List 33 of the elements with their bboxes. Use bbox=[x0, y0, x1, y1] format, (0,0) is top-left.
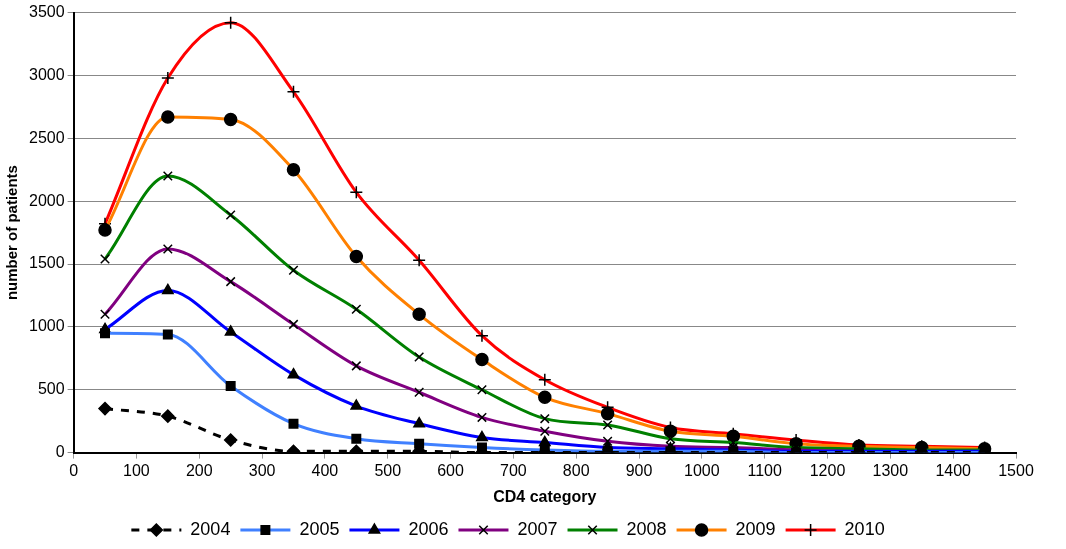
x-axis-title: CD4 category bbox=[493, 487, 597, 505]
x-tick-label: 600 bbox=[437, 461, 464, 479]
legend-label: 2008 bbox=[626, 518, 667, 539]
x-tick-label: 1100 bbox=[747, 461, 782, 479]
x-tick-label: 300 bbox=[248, 461, 276, 479]
y-axis-title: number of patients bbox=[3, 165, 21, 301]
x-tick-label: 1400 bbox=[935, 461, 972, 479]
x-tick-label: 200 bbox=[185, 461, 213, 479]
legend-label: 2005 bbox=[299, 518, 340, 539]
x-tick-label: 800 bbox=[562, 461, 590, 479]
x-tick-label: 400 bbox=[311, 461, 339, 479]
x-tick-label: 900 bbox=[625, 461, 653, 479]
x-tick-label: 1300 bbox=[872, 461, 909, 479]
y-tick-label: 1500 bbox=[29, 254, 65, 272]
x-tick-label: 500 bbox=[374, 461, 402, 479]
y-tick-label: 500 bbox=[37, 380, 65, 398]
y-tick-label: 1000 bbox=[29, 317, 65, 335]
y-tick-label: 2000 bbox=[29, 191, 65, 209]
legend-label: 2004 bbox=[190, 518, 231, 539]
legend-label: 2006 bbox=[408, 518, 449, 539]
x-tick-label: 100 bbox=[123, 461, 150, 479]
y-tick-label: 2500 bbox=[29, 128, 65, 146]
y-tick-label: 3000 bbox=[29, 65, 65, 83]
x-tick-label: 1200 bbox=[809, 461, 846, 479]
legend-label: 2009 bbox=[735, 518, 776, 539]
legend-label: 2007 bbox=[517, 518, 558, 539]
y-tick-label: 0 bbox=[55, 443, 65, 461]
x-tick-label: 1500 bbox=[998, 461, 1034, 479]
y-tick-label: 3500 bbox=[29, 3, 65, 21]
x-tick-label: 700 bbox=[500, 461, 527, 479]
legend-label: 2010 bbox=[844, 518, 885, 539]
x-tick-label: 0 bbox=[69, 461, 79, 479]
x-tick-label: 1000 bbox=[684, 461, 720, 479]
